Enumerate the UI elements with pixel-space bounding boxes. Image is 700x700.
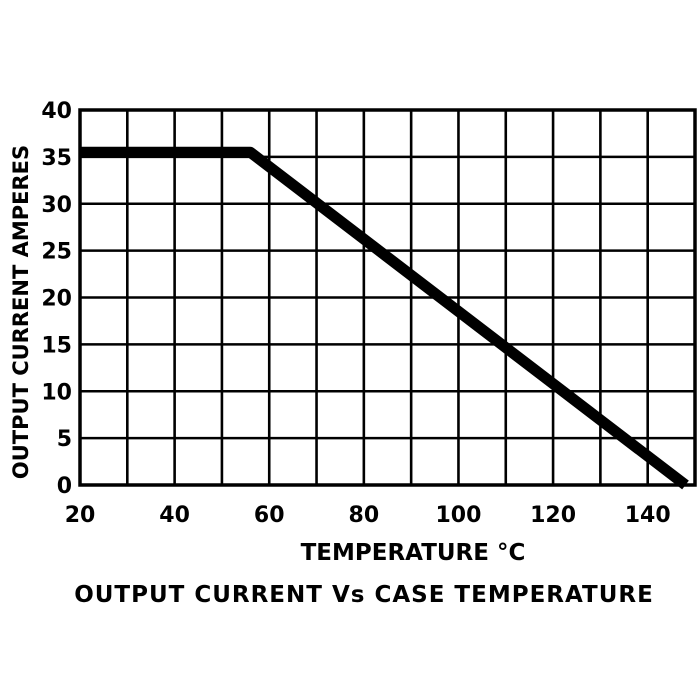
y-tick-label: 25 <box>41 240 72 265</box>
y-tick-label: 30 <box>41 193 72 218</box>
y-tick-labels: 0 5 10 15 20 25 30 35 40 <box>41 99 72 499</box>
y-axis-label: OUTPUT CURRENT AMPERES <box>9 145 33 479</box>
y-tick-label: 10 <box>41 380 72 405</box>
plot-frame <box>78 108 697 487</box>
x-tick-label: 60 <box>254 503 285 528</box>
chart-title: OUTPUT CURRENT Vs CASE TEMPERATURE <box>74 582 654 608</box>
x-tick-labels: 20 40 60 80 100 120 140 <box>65 503 671 528</box>
y-tick-label: 35 <box>41 146 72 171</box>
x-tick-label: 120 <box>530 503 576 528</box>
x-axis-label: TEMPERATURE °C <box>301 540 526 566</box>
y-tick-label: 15 <box>41 333 72 358</box>
y-tick-label: 40 <box>41 99 72 124</box>
y-tick-label: 5 <box>57 427 72 452</box>
x-tick-label: 20 <box>65 503 96 528</box>
series-line-output-current <box>80 146 689 490</box>
grid-lines <box>80 110 695 485</box>
x-tick-label: 100 <box>435 503 481 528</box>
y-tick-label: 0 <box>57 474 72 499</box>
y-tick-label: 20 <box>41 287 72 312</box>
x-tick-label: 40 <box>159 503 190 528</box>
x-tick-label: 80 <box>349 503 380 528</box>
x-tick-label: 140 <box>625 503 671 528</box>
